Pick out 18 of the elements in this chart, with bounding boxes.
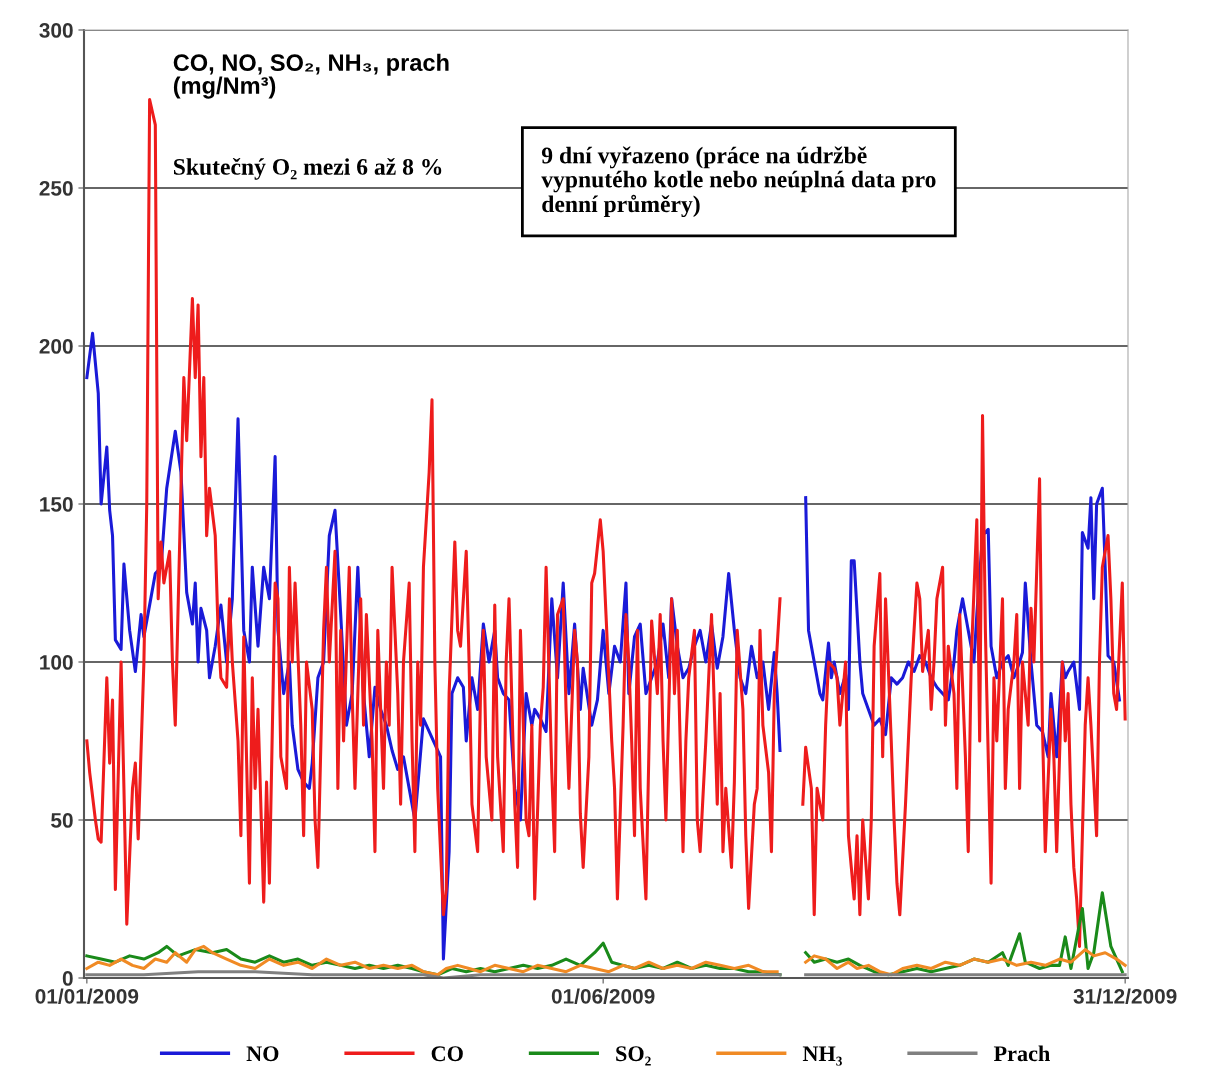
y-tick-label: 300: [39, 23, 73, 38]
y-tick-label: 100: [40, 655, 73, 670]
x-tick-label: 01/06/2009: [551, 988, 655, 1004]
legend-label: NO: [246, 1046, 279, 1062]
text: Skutečný O₂ mezi 6 až 8 %: [174, 157, 442, 180]
x-tick-label: 01/01/2009: [35, 988, 139, 1004]
y-tick-label: 250: [39, 181, 73, 196]
y-tick-label: 200: [39, 339, 73, 354]
legend-label: Prach: [993, 1045, 1050, 1062]
legend-label: SO₂: [616, 1046, 651, 1066]
annotation: 9 dní vyřazeno (práce na údržbě vypnutého kotle nebo neúplná data pro denní průměry): [541, 146, 936, 218]
legend-label: CO: [431, 1046, 463, 1062]
y-tick-label: 50: [51, 813, 73, 828]
legend-label: NH₃: [802, 1046, 842, 1066]
y-tick-label: 150: [40, 497, 73, 512]
y-tick-label: 0: [62, 971, 73, 986]
x-tick-label: 31/12/2009: [1073, 988, 1177, 1004]
text: CO, NO, SO₂, NH₃, prach (mg/Nm³): [173, 53, 449, 99]
